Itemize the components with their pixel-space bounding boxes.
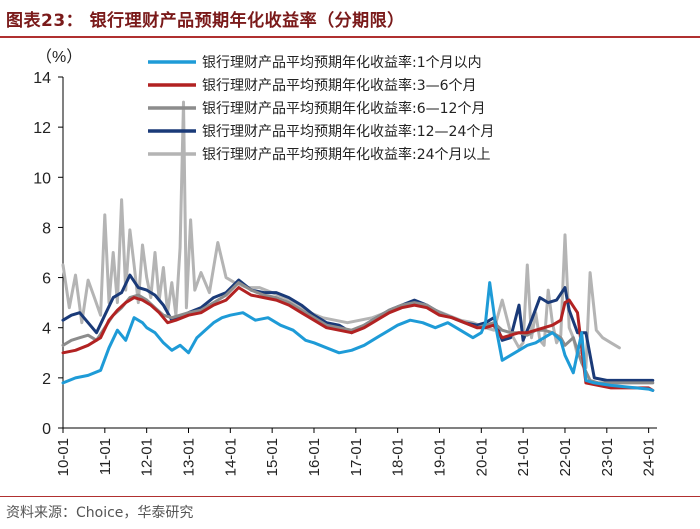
- x-tick-label: 19-01: [431, 438, 448, 476]
- y-tick-label: 0: [42, 421, 51, 438]
- legend-label-1: 银行理财产品平均预期年化收益率:1个月以内: [202, 54, 482, 71]
- x-tick-label: 20-01: [473, 438, 490, 476]
- y-tick-label: 6: [42, 271, 51, 288]
- y-tick-label: 2: [42, 371, 51, 388]
- source-note: 资料来源：Choice，华泰研究: [6, 505, 194, 521]
- axes: （%） 0 2 4 6 8 10 12 14 10-01 11-01 12-01 13-01 14-01 1…: [33, 48, 657, 476]
- series-line-1: [61, 281, 655, 392]
- x-tick-label: 14-01: [222, 438, 239, 476]
- x-tick-label: 21-01: [515, 438, 532, 476]
- legend-label-2: 银行理财产品平均预期年化收益率:3—6个月: [202, 77, 477, 94]
- x-tick-label: 18-01: [390, 438, 407, 476]
- legend: 银行理财产品平均预期年化收益率:1个月以内银行理财产品平均预期年化收益率:3—6…: [148, 54, 494, 163]
- x-tick-label: 11-01: [97, 438, 114, 475]
- x-tick-label: 16-01: [306, 438, 323, 476]
- x-tick-label: 13-01: [180, 438, 197, 476]
- chart-title: 图表23： 银行理财产品预期年化收益率（分期限）: [6, 11, 405, 31]
- series-lines: [61, 100, 655, 392]
- x-tick-label: 22-01: [557, 438, 574, 476]
- y-tick-label: 10: [33, 170, 51, 187]
- x-tick-label: 15-01: [264, 438, 281, 476]
- y-tick-label: 12: [33, 120, 51, 137]
- series-line-2: [61, 286, 655, 392]
- legend-label-5: 银行理财产品平均预期年化收益率:24个月以上: [202, 146, 491, 163]
- x-tick-label: 24-01: [641, 438, 658, 476]
- x-tick-label: 12-01: [139, 438, 156, 476]
- y-tick-label: 4: [42, 321, 51, 338]
- legend-label-3: 银行理财产品平均预期年化收益率:6—12个月: [202, 100, 485, 117]
- x-tick-label: 10-01: [55, 438, 72, 476]
- x-tick-label: 17-01: [348, 438, 365, 476]
- x-tick-label: 23-01: [599, 438, 616, 476]
- legend-label-4: 银行理财产品平均预期年化收益率:12—24个月: [202, 123, 494, 140]
- y-tick-label: 14: [33, 70, 51, 87]
- y-axis-unit: （%）: [36, 48, 82, 66]
- y-tick-label: 8: [42, 220, 51, 237]
- title-divider: [0, 36, 700, 38]
- series-line-5: [61, 100, 621, 370]
- source-divider: [0, 496, 700, 497]
